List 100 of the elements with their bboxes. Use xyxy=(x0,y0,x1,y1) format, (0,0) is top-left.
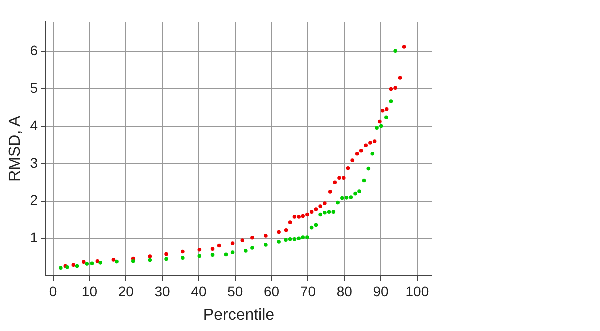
y-tick-label: 1 xyxy=(30,230,38,246)
x-tick-label: 10 xyxy=(82,283,98,300)
point xyxy=(358,190,362,194)
point xyxy=(314,208,318,212)
point xyxy=(75,264,80,268)
point xyxy=(297,215,301,219)
point xyxy=(148,254,152,258)
point xyxy=(292,237,297,242)
point xyxy=(164,257,168,262)
point xyxy=(389,100,394,104)
x-axis-title: Percentile xyxy=(203,306,275,324)
x-tick-label: 20 xyxy=(118,283,134,300)
point xyxy=(181,250,185,254)
point xyxy=(336,200,340,205)
point xyxy=(301,214,305,218)
point xyxy=(277,230,281,234)
y-tick-label: 3 xyxy=(30,154,38,171)
point xyxy=(384,116,388,120)
point xyxy=(85,262,90,266)
point xyxy=(378,120,382,124)
point xyxy=(96,260,100,264)
point xyxy=(318,212,322,217)
point xyxy=(333,180,338,185)
point xyxy=(277,240,281,244)
point xyxy=(346,166,350,170)
point xyxy=(338,176,342,180)
point xyxy=(402,45,406,49)
point xyxy=(230,242,235,246)
point xyxy=(314,223,318,228)
point xyxy=(394,49,398,54)
point xyxy=(244,249,248,253)
point xyxy=(297,236,301,241)
point xyxy=(288,220,292,224)
point xyxy=(318,204,322,208)
x-tick-label: 80 xyxy=(336,283,353,300)
point xyxy=(115,260,119,264)
point xyxy=(327,210,332,214)
point xyxy=(398,76,402,80)
point xyxy=(264,234,268,238)
point xyxy=(301,236,305,240)
point xyxy=(217,244,222,248)
x-tick-label: 70 xyxy=(300,283,316,300)
point xyxy=(310,226,314,230)
x-tick-label: 0 xyxy=(49,283,58,300)
point xyxy=(264,243,268,247)
point xyxy=(164,252,168,256)
point xyxy=(59,266,63,270)
point xyxy=(323,210,327,215)
point xyxy=(380,109,385,113)
y-tick-label: 4 xyxy=(30,117,38,134)
y-tick-label: 2 xyxy=(30,192,38,208)
x-tick-label: 30 xyxy=(154,283,171,300)
point xyxy=(98,261,103,265)
point xyxy=(210,247,215,252)
point xyxy=(198,254,202,258)
x-tick-label: 60 xyxy=(264,283,280,300)
point xyxy=(250,246,254,250)
point xyxy=(284,238,288,242)
point xyxy=(148,258,152,262)
point xyxy=(90,262,94,266)
point xyxy=(379,124,384,128)
point xyxy=(368,141,372,145)
point xyxy=(359,148,364,153)
point xyxy=(292,215,297,219)
y-tick-label: 5 xyxy=(30,80,38,96)
point xyxy=(354,192,358,196)
point xyxy=(340,196,344,200)
point xyxy=(198,248,202,252)
point xyxy=(306,236,310,240)
point xyxy=(288,237,292,242)
point xyxy=(112,258,116,262)
point xyxy=(394,86,398,90)
point xyxy=(366,166,371,171)
point xyxy=(350,158,355,162)
x-tick-label: 100 xyxy=(406,283,430,300)
point xyxy=(82,260,86,264)
point xyxy=(210,253,215,257)
y-tick-label: 6 xyxy=(30,42,38,59)
point xyxy=(306,212,310,217)
point xyxy=(349,196,354,200)
point xyxy=(384,108,389,112)
point xyxy=(284,228,288,232)
point xyxy=(389,87,394,92)
point xyxy=(181,256,185,260)
point xyxy=(224,252,228,257)
x-tick-label: 90 xyxy=(373,283,390,300)
point xyxy=(372,140,377,144)
point xyxy=(310,210,314,214)
point xyxy=(355,152,360,156)
x-tick-label: 50 xyxy=(228,283,244,300)
point xyxy=(332,210,336,214)
point xyxy=(240,238,245,242)
point xyxy=(344,196,349,200)
point xyxy=(250,236,254,240)
point xyxy=(364,144,368,148)
point xyxy=(375,126,379,130)
point xyxy=(323,202,327,206)
y-axis-title: RMSD, A xyxy=(7,116,24,182)
point xyxy=(72,263,76,268)
point xyxy=(131,260,136,264)
